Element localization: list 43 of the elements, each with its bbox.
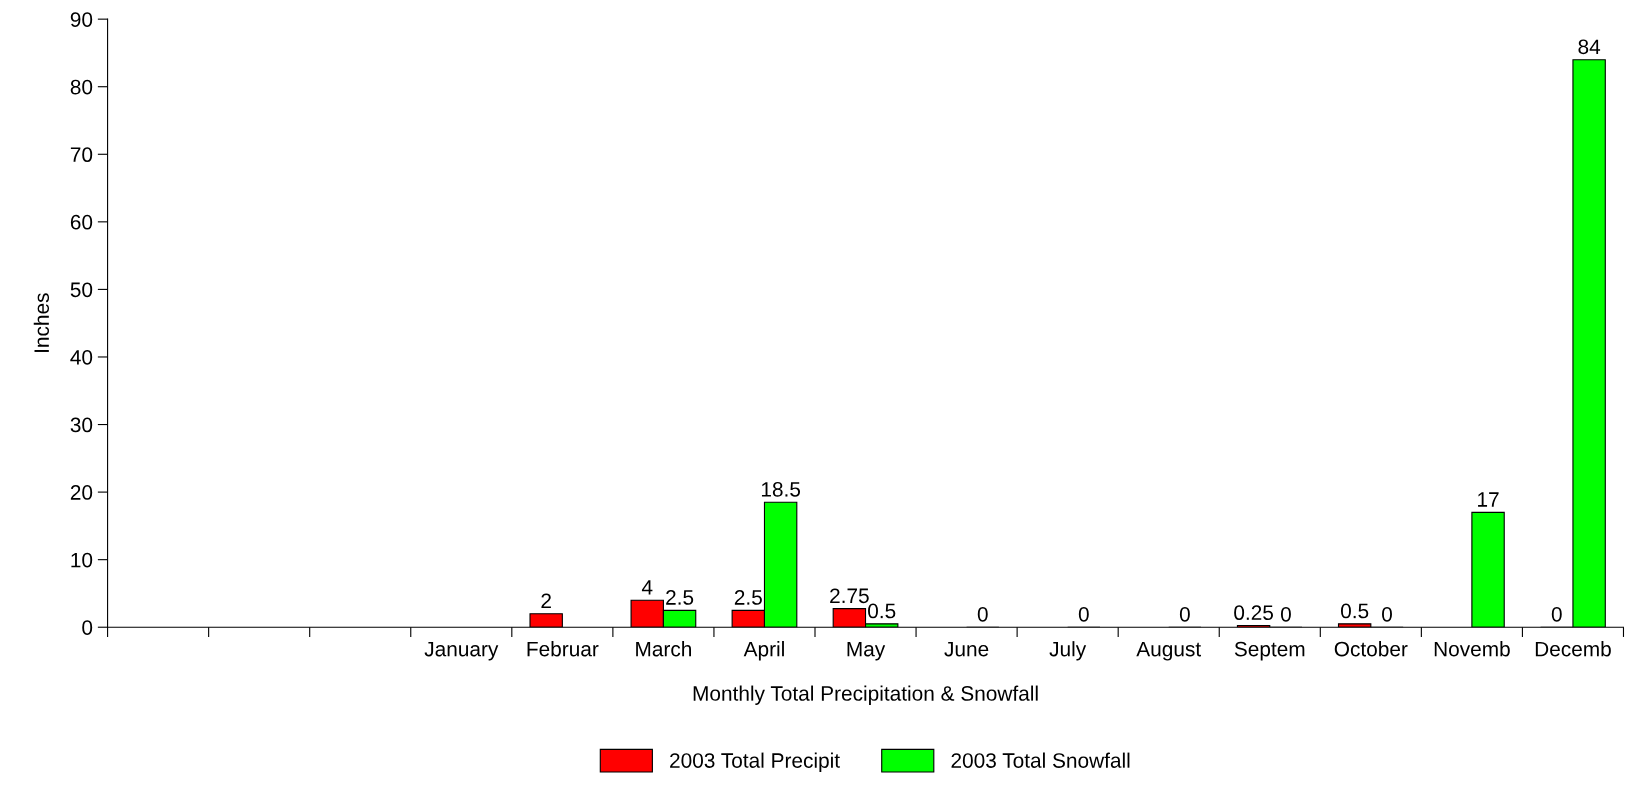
x-tick-label: Februar bbox=[527, 641, 599, 657]
data-label: 0 bbox=[1382, 606, 1392, 622]
data-label: 0.25 bbox=[1234, 605, 1273, 621]
data-label: 0 bbox=[1551, 606, 1562, 622]
data-label: 0 bbox=[1280, 606, 1291, 622]
y-tick-label: 20 bbox=[70, 485, 93, 500]
x-tick-label: Septem bbox=[1234, 641, 1305, 661]
x-tick-label: June bbox=[944, 641, 989, 657]
y-tick-label: 90 bbox=[70, 12, 93, 27]
y-tick-label: 30 bbox=[70, 417, 93, 433]
y-tick-label: 80 bbox=[70, 79, 93, 95]
y-tick-label: 10 bbox=[71, 552, 93, 568]
x-tick-label: October bbox=[1334, 641, 1408, 657]
data-label: 0 bbox=[1078, 606, 1089, 622]
data-label: 0.5 bbox=[1340, 603, 1369, 619]
legend-label: 2003 Total Precipit bbox=[670, 752, 840, 773]
y-tick-label: 60 bbox=[70, 214, 93, 230]
data-label: 0.5 bbox=[868, 603, 896, 619]
x-tick-label: May bbox=[847, 641, 886, 661]
data-label: 2 bbox=[541, 593, 551, 608]
data-label: 18.5 bbox=[761, 481, 801, 497]
data-label: 2.5 bbox=[666, 590, 694, 605]
data-label: 84 bbox=[1578, 39, 1601, 55]
y-tick-label: 70 bbox=[70, 147, 93, 163]
y-tick-label: 0 bbox=[82, 620, 93, 635]
x-tick-label: January bbox=[424, 641, 499, 661]
x-axis-title: Monthly Total Precipitation & Snowfall bbox=[693, 685, 1038, 705]
y-tick-label: 40 bbox=[70, 349, 93, 365]
data-label: 0 bbox=[1179, 606, 1190, 622]
y-axis-title: Inches bbox=[33, 293, 50, 352]
y-tick-label: 50 bbox=[70, 282, 93, 298]
x-tick-label: July bbox=[1049, 641, 1087, 661]
legend-label: 2003 Total Snowfall bbox=[951, 752, 1130, 768]
x-tick-label: April bbox=[743, 641, 784, 661]
x-tick-label: Decemb bbox=[1535, 641, 1611, 657]
x-tick-label: August bbox=[1136, 641, 1201, 661]
data-label: 17 bbox=[1478, 492, 1499, 507]
data-label: 2.5 bbox=[734, 590, 762, 605]
data-label: 2.75 bbox=[830, 588, 869, 604]
data-label: 4 bbox=[641, 580, 653, 595]
data-label: 0 bbox=[977, 606, 988, 622]
x-tick-label: March bbox=[636, 641, 691, 657]
x-tick-label: Novemb bbox=[1434, 641, 1510, 657]
